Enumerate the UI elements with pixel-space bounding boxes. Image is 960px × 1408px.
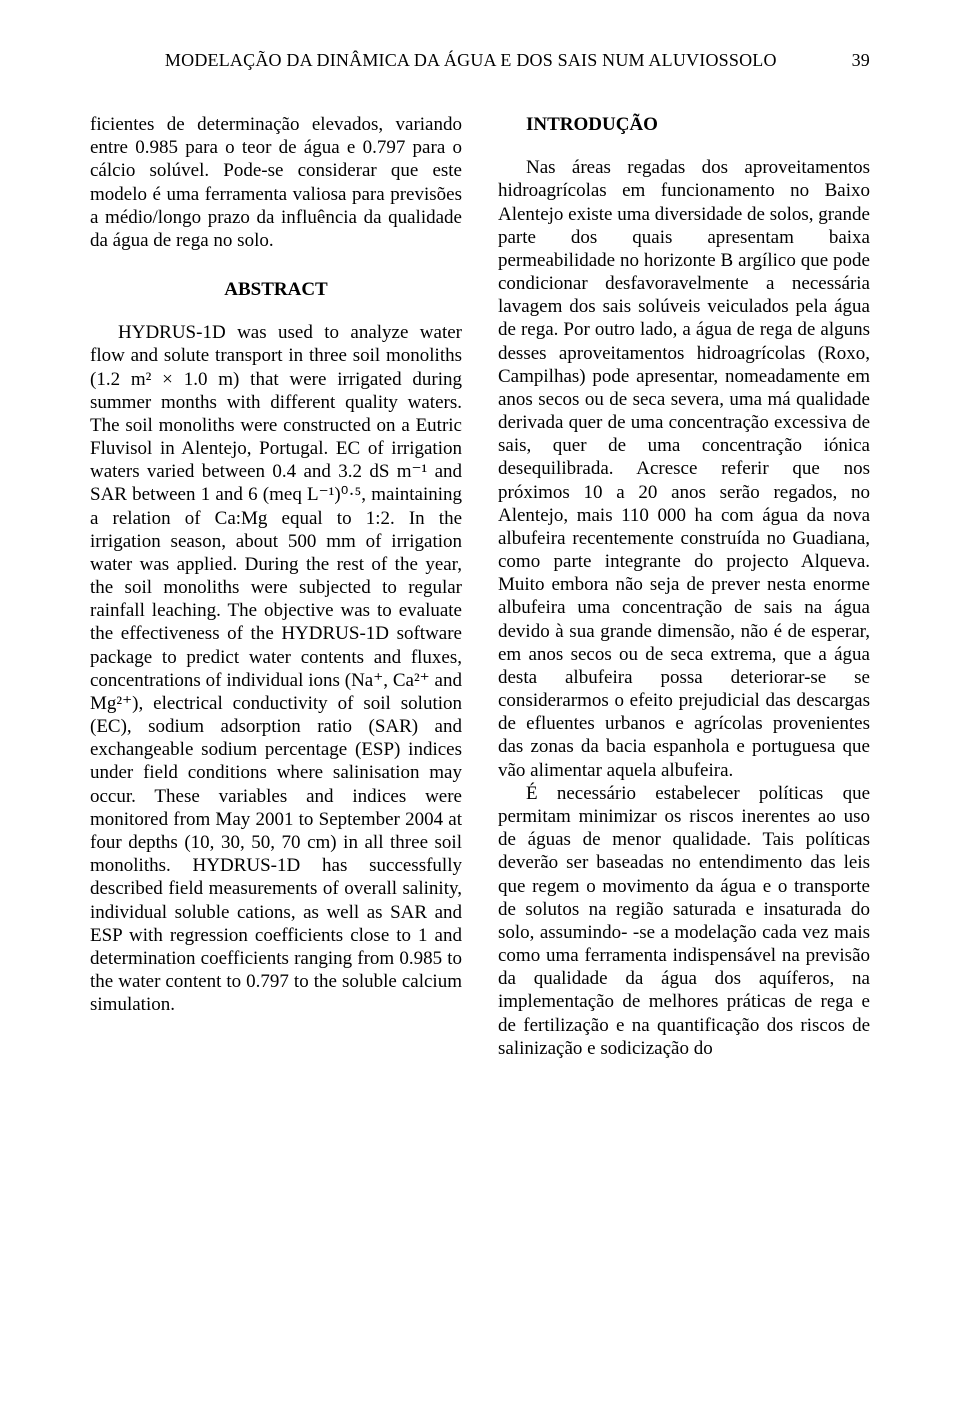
introducao-para-2: É necessário estabelecer políticas que p…	[498, 782, 870, 1060]
two-column-layout: ficientes de determinação elevados, vari…	[90, 113, 870, 1060]
introducao-para-1: Nas áreas regadas dos aproveitamentos hi…	[498, 156, 870, 782]
right-column: INTRODUÇÃO Nas áreas regadas dos aprovei…	[498, 113, 870, 1060]
running-head: MODELAÇÃO DA DINÂMICA DA ÁGUA E DOS SAIS…	[90, 50, 870, 71]
page-number: 39	[852, 50, 870, 71]
abstract-body: HYDRUS-1D was used to analyze water flow…	[90, 321, 462, 1016]
running-title: MODELAÇÃO DA DINÂMICA DA ÁGUA E DOS SAIS…	[165, 50, 777, 70]
abstract-heading: ABSTRACT	[90, 278, 462, 301]
page: MODELAÇÃO DA DINÂMICA DA ÁGUA E DOS SAIS…	[0, 0, 960, 1100]
introducao-heading: INTRODUÇÃO	[498, 113, 870, 136]
resumo-continuation: ficientes de determinação elevados, vari…	[90, 113, 462, 252]
left-column: ficientes de determinação elevados, vari…	[90, 113, 462, 1060]
